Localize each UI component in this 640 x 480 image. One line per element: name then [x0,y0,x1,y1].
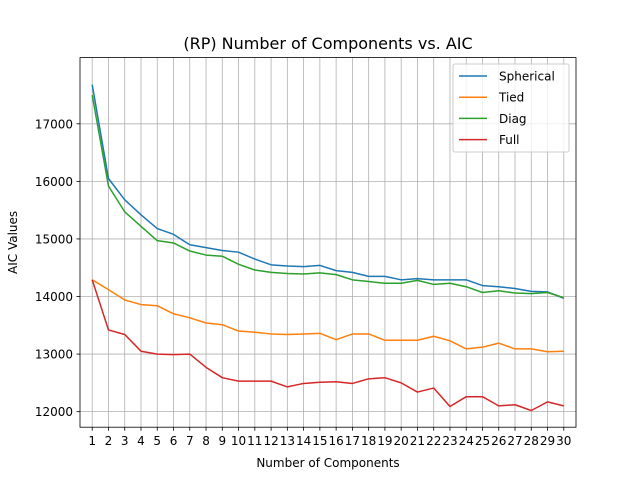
y-tick-label: 12000 [35,405,73,419]
legend-label-diag: Diag [499,112,527,126]
x-tick-label: 24 [459,434,474,448]
x-tick-label: 11 [247,434,262,448]
x-tick-label: 2 [105,434,113,448]
x-tick-label: 10 [231,434,246,448]
y-tick-label: 16000 [35,175,73,189]
series-line-tied [91,279,564,353]
chart-title: (RP) Number of Components vs. AIC [183,34,472,53]
x-tick-label: 15 [312,434,327,448]
x-tick-label: 20 [394,434,409,448]
x-tick-label: 16 [328,434,343,448]
x-axis-ticks: 1 2 3 4 5 6 7 8 9 10 11 12 13 14 15 16 17 18 19 20 21 22 23 24 2… [88,427,571,448]
grid-lines [80,57,576,428]
x-tick-label: 14 [296,434,311,448]
x-tick-label: 9 [218,434,226,448]
y-axis-label: AIC Values [6,211,20,274]
series-line-spherical [91,84,565,299]
series-lines [91,84,565,412]
x-tick-label: 6 [170,434,178,448]
x-tick-label: 30 [556,434,571,448]
x-tick-label: 23 [442,434,457,448]
x-tick-label: 1 [88,434,96,448]
x-tick-label: 4 [137,434,145,448]
x-tick-label: 13 [280,434,295,448]
x-tick-label: 3 [121,434,129,448]
x-tick-label: 27 [507,434,522,448]
legend-label-tied: Tied [498,91,524,105]
x-tick-label: 28 [524,434,539,448]
x-tick-label: 29 [540,434,555,448]
y-tick-label: 17000 [35,117,73,131]
x-tick-label: 21 [410,434,425,448]
y-axis-ticks: 12000 13000 14000 15000 16000 17000 [35,117,80,419]
x-tick-label: 25 [475,434,490,448]
x-axis-label: Number of Components [256,456,399,470]
series-line-full [91,279,564,412]
y-tick-label: 14000 [35,290,73,304]
legend-label-full: Full [499,133,520,147]
x-tick-label: 12 [263,434,278,448]
x-tick-label: 8 [202,434,210,448]
x-tick-label: 5 [153,434,161,448]
x-tick-label: 19 [377,434,392,448]
legend: Spherical Tied Diag Full [452,63,570,153]
x-tick-label: 22 [426,434,441,448]
x-tick-label: 26 [491,434,506,448]
series-line-diag [91,94,565,299]
legend-label-spherical: Spherical [499,70,555,84]
y-tick-label: 15000 [35,232,73,246]
plot-frame [79,57,577,428]
y-tick-label: 13000 [35,348,73,362]
x-tick-label: 17 [345,434,360,448]
legend-box [452,63,570,153]
x-tick-label: 18 [361,434,376,448]
x-tick-label: 7 [186,434,194,448]
